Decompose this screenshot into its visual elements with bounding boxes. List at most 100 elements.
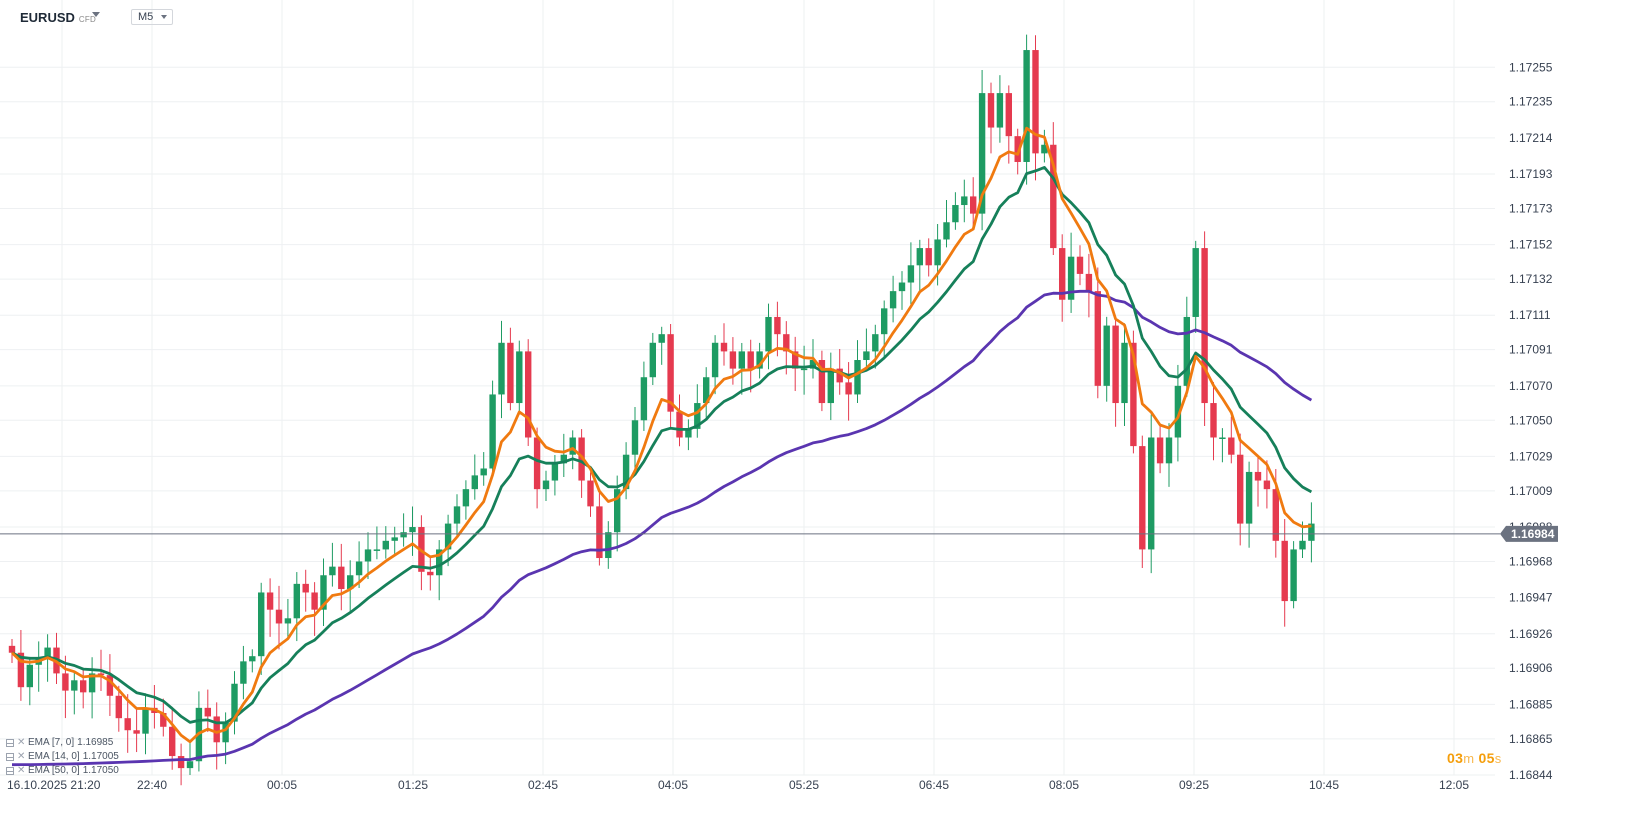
- candle-down: [845, 382, 852, 395]
- candle-up: [1067, 256, 1075, 300]
- chevron-down-icon[interactable]: [92, 12, 100, 17]
- candle-up: [186, 761, 194, 769]
- candle-down: [1228, 437, 1235, 455]
- x-tick-label: 02:45: [528, 778, 558, 792]
- candle-down: [115, 695, 122, 719]
- candle-up: [694, 403, 701, 429]
- candle-up: [952, 205, 959, 223]
- candle-down: [1281, 540, 1288, 602]
- close-icon[interactable]: ✕: [17, 751, 26, 762]
- y-tick-label: 1.16844: [1509, 768, 1553, 782]
- candle-up: [284, 618, 292, 624]
- candle-down: [213, 716, 220, 743]
- candle-up: [542, 480, 550, 490]
- candle-down: [1210, 403, 1217, 438]
- timeframe-label: M5: [138, 11, 154, 23]
- y-tick-label: 1.17173: [1509, 201, 1553, 215]
- candle-up: [943, 222, 950, 240]
- x-tick-label: 10:45: [1309, 778, 1339, 792]
- timeframe-selector[interactable]: M5: [131, 9, 173, 25]
- y-tick-label: 1.17111: [1509, 308, 1551, 322]
- candle-up: [916, 248, 923, 266]
- current-price-label: 1.16984: [1511, 527, 1555, 541]
- legend-value: 1.17050: [82, 765, 119, 776]
- candle-down: [970, 196, 977, 214]
- y-tick-label: 1.17152: [1509, 238, 1553, 252]
- candle-down: [507, 342, 514, 404]
- settings-icon[interactable]: [6, 753, 14, 761]
- candle-up: [649, 342, 656, 378]
- candle-down: [578, 437, 585, 481]
- y-tick-label: 1.17235: [1509, 95, 1553, 109]
- close-icon[interactable]: ✕: [17, 765, 26, 776]
- legend-label: EMA [7, 0]: [28, 737, 75, 748]
- candle-down: [1254, 471, 1262, 481]
- candle-down: [80, 680, 87, 693]
- close-icon[interactable]: ✕: [17, 737, 26, 748]
- candle-up: [142, 707, 149, 734]
- candle-down: [818, 360, 826, 404]
- candle-down: [17, 652, 25, 688]
- candle-up: [240, 661, 247, 684]
- candle-down: [1059, 248, 1066, 300]
- candle-down: [133, 730, 140, 734]
- chevron-down-icon: [161, 15, 167, 19]
- legend-ema50[interactable]: ✕ EMA [50, 0] 1.17050: [6, 764, 119, 778]
- candle-down: [266, 592, 274, 610]
- candle-up: [658, 334, 665, 343]
- candle-up: [453, 506, 461, 524]
- timer-minutes: 03: [1447, 750, 1464, 766]
- candle-up: [347, 575, 354, 590]
- candle-up: [889, 291, 897, 309]
- settings-icon[interactable]: [6, 767, 14, 775]
- candle-up: [471, 475, 478, 490]
- candle-down: [596, 506, 603, 559]
- candle-up: [551, 463, 559, 481]
- candle-down: [1272, 489, 1279, 541]
- x-tick-label: 12:05: [1439, 778, 1469, 792]
- candle-down: [160, 713, 167, 727]
- candle-up: [498, 342, 505, 395]
- candle-up: [907, 265, 915, 283]
- candle-up: [231, 683, 238, 722]
- candle-down: [836, 368, 843, 383]
- candle-up: [756, 351, 763, 369]
- candle-down: [338, 566, 345, 590]
- candle-up: [489, 394, 496, 469]
- candle-up: [978, 93, 986, 214]
- candle-down: [729, 351, 737, 369]
- candle-down: [792, 351, 799, 369]
- symbol-tag: CFD: [78, 15, 96, 24]
- candle-up: [1148, 437, 1155, 550]
- legend-ema7[interactable]: ✕ EMA [7, 0] 1.16985: [6, 736, 119, 750]
- timer-sec-unit: s: [1494, 751, 1502, 766]
- candle-down: [525, 351, 532, 438]
- candle-down: [783, 334, 790, 352]
- candle-down: [676, 411, 683, 438]
- candle-up: [1165, 437, 1173, 464]
- settings-icon[interactable]: [6, 739, 14, 747]
- candle-up: [1245, 471, 1253, 524]
- candle-down: [8, 645, 16, 653]
- legend-ema14[interactable]: ✕ EMA [14, 0] 1.17005: [6, 750, 119, 764]
- candle-down: [97, 673, 105, 676]
- x-tick-label: 16.10.2025 21:20: [7, 778, 101, 792]
- candle-up: [614, 489, 621, 533]
- candle-up: [854, 360, 861, 395]
- candle-down: [1005, 93, 1012, 137]
- candle-up: [329, 566, 336, 576]
- y-tick-label: 1.17214: [1509, 131, 1553, 145]
- candle-down: [667, 334, 674, 412]
- candle-up: [1219, 437, 1226, 439]
- candle-up: [88, 673, 96, 693]
- candle-up: [631, 420, 639, 455]
- y-tick-label: 1.17091: [1509, 343, 1553, 357]
- candle-down: [533, 437, 541, 490]
- symbol-selector[interactable]: EURUSD CFD: [20, 10, 96, 25]
- candle-up: [400, 532, 407, 538]
- candle-down: [1139, 446, 1146, 550]
- candle-up: [382, 540, 389, 550]
- candle-down: [427, 571, 434, 576]
- legend-label: EMA [50, 0]: [28, 765, 80, 776]
